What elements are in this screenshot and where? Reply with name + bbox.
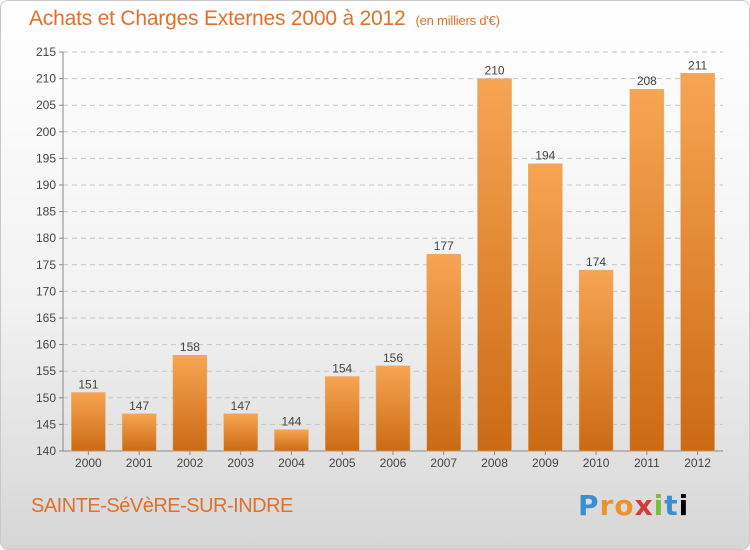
chart-title-text: Achats et Charges Externes 2000 à 2012 — [29, 7, 406, 30]
logo-letter: r — [599, 489, 615, 522]
logo-letter: t — [664, 489, 679, 522]
y-tick-label: 155 — [36, 364, 56, 378]
y-tick-label: 210 — [36, 72, 56, 86]
proxiti-logo: Proxiti — [578, 489, 689, 522]
logo-letter: P — [578, 489, 600, 522]
bars — [71, 73, 715, 452]
y-tick-label: 170 — [36, 284, 56, 298]
bar — [121, 413, 157, 452]
x-tick-label: 2005 — [329, 456, 356, 470]
bar — [629, 88, 665, 452]
data-label: 210 — [485, 64, 505, 78]
bar — [172, 354, 208, 452]
bar — [477, 78, 512, 452]
data-labels: 151 147 158 147 144 154 156 177 210 194 174 208 211 — [78, 58, 707, 428]
y-tick-label: 165 — [36, 311, 56, 325]
data-label: 156 — [383, 351, 403, 365]
bar — [71, 392, 106, 452]
logo-letter: i — [678, 489, 690, 522]
data-label: 177 — [434, 239, 454, 253]
bar — [528, 163, 563, 452]
y-tick-label: 160 — [36, 338, 56, 352]
x-tick-label: 2006 — [380, 456, 407, 470]
data-label: 147 — [231, 399, 251, 413]
data-label: 208 — [637, 74, 657, 88]
data-label: 144 — [281, 415, 301, 429]
y-tick-label: 200 — [36, 125, 56, 139]
x-tick-label: 2000 — [75, 456, 102, 470]
y-tick-label: 190 — [36, 178, 56, 192]
y-tick-label: 205 — [36, 98, 56, 112]
commune-name: SAINTE-SéVèRE-SUR-INDRE — [31, 495, 293, 517]
x-tick-label: 2002 — [177, 456, 204, 470]
x-tick-label: 2011 — [634, 456, 660, 470]
y-tick-label: 180 — [36, 231, 56, 245]
logo-letter: o — [614, 489, 635, 522]
logo-letter: i — [653, 489, 665, 522]
data-label: 211 — [688, 58, 707, 72]
y-tick-label: 140 — [36, 444, 56, 458]
bar — [426, 253, 462, 452]
data-label: 158 — [180, 340, 200, 354]
chart-title: Achats et Charges Externes 2000 à 2012 (e… — [29, 7, 500, 31]
bar — [680, 73, 715, 452]
data-label: 174 — [586, 255, 606, 269]
data-label: 154 — [332, 362, 352, 376]
y-tick-label: 185 — [36, 205, 56, 219]
chart-unit: (en milliers d'€) — [415, 13, 500, 28]
bar — [375, 365, 411, 452]
x-tick-label: 2007 — [430, 456, 457, 470]
bar — [274, 429, 309, 452]
y-tick-label: 195 — [36, 151, 56, 165]
x-tick-label: 2003 — [227, 456, 254, 470]
y-tick-label: 150 — [36, 391, 56, 405]
data-label: 151 — [78, 377, 98, 391]
data-label: 147 — [129, 399, 149, 413]
x-tick-label: 2009 — [532, 456, 559, 470]
axes: 1401451501551601651701751801851901952002… — [36, 45, 723, 470]
x-tick-label: 2012 — [684, 456, 711, 470]
x-tick-label: 2008 — [481, 456, 508, 470]
x-tick-label: 2010 — [583, 456, 610, 470]
x-tick-label: 2004 — [278, 456, 305, 470]
x-tick-label: 2001 — [126, 456, 153, 470]
bar — [223, 413, 258, 452]
bar — [324, 376, 360, 452]
y-tick-label: 175 — [36, 258, 56, 272]
y-tick-label: 145 — [36, 417, 56, 431]
bar — [578, 269, 614, 452]
data-label: 194 — [535, 149, 555, 163]
logo-letter: x — [634, 489, 654, 522]
y-tick-label: 215 — [36, 45, 56, 59]
